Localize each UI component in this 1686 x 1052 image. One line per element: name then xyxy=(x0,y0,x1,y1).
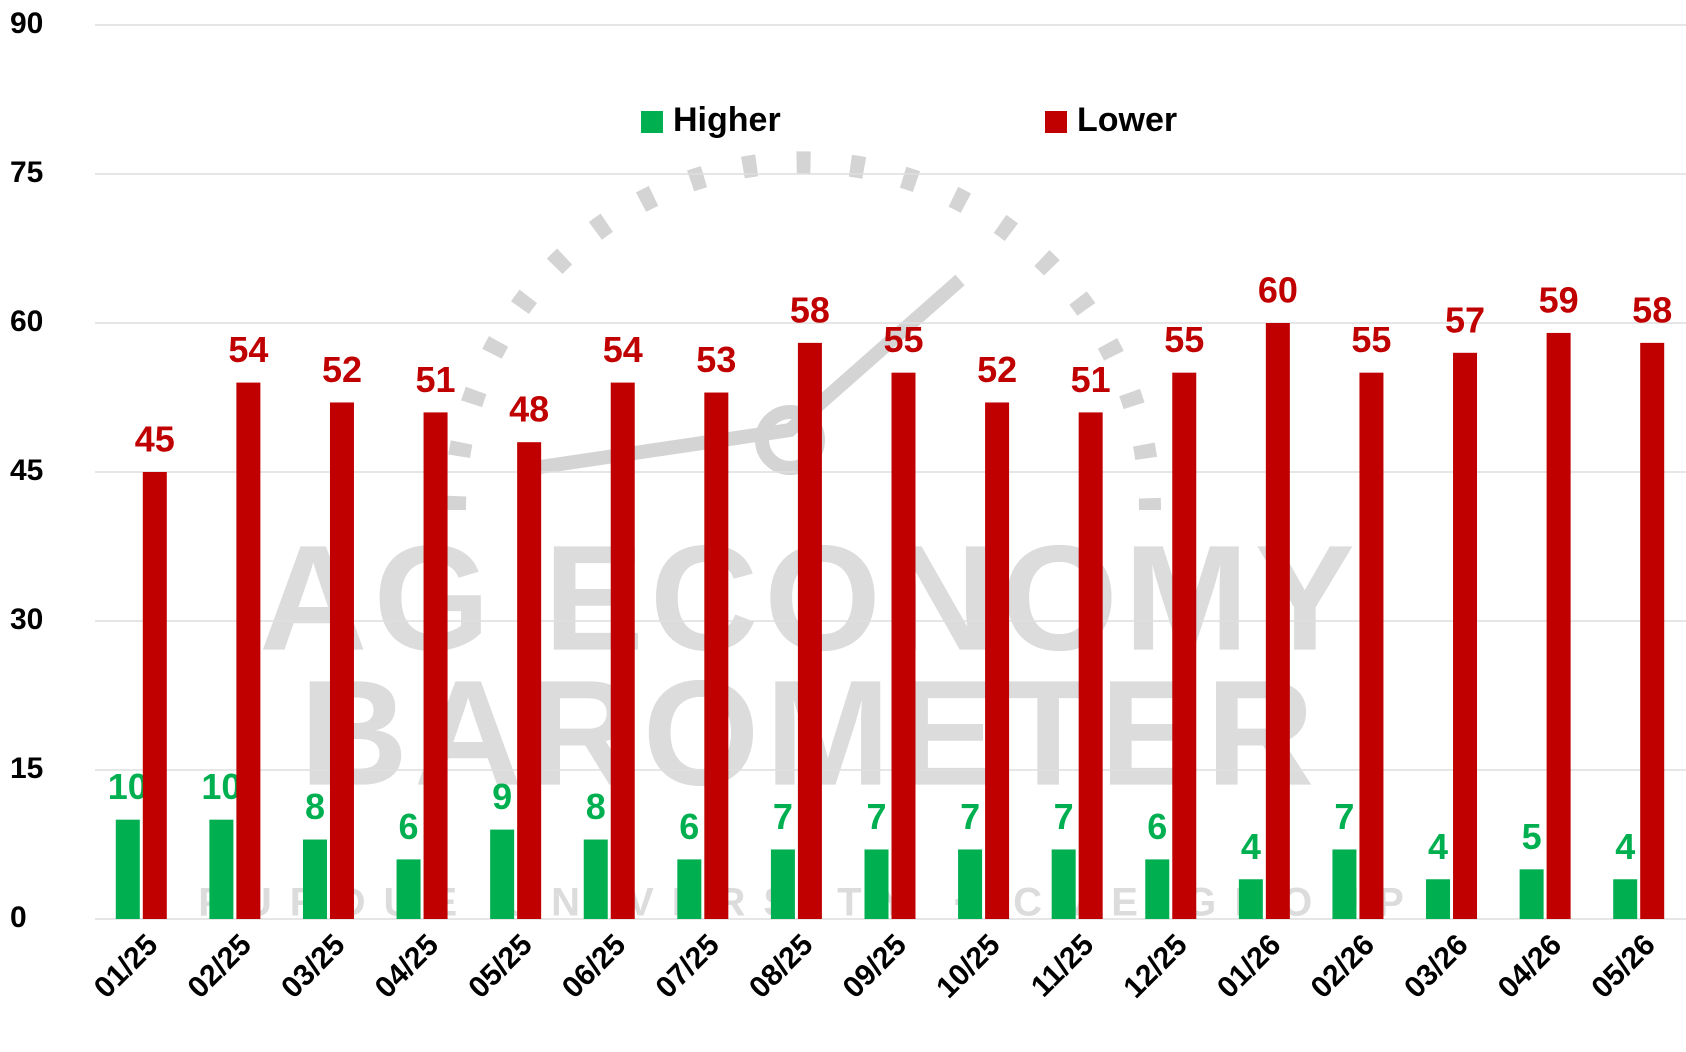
data-label: 9 xyxy=(492,776,512,817)
x-tick-label: 06/25 xyxy=(556,928,632,1004)
x-tick-label: 05/25 xyxy=(462,928,538,1004)
bar xyxy=(704,392,729,919)
bar xyxy=(770,849,795,919)
bar xyxy=(1546,332,1571,919)
data-label: 4 xyxy=(1428,826,1448,867)
legend-swatch xyxy=(1045,111,1067,133)
data-label: 52 xyxy=(977,349,1017,390)
bar xyxy=(236,382,261,920)
bar xyxy=(1640,342,1665,919)
data-label: 51 xyxy=(1071,359,1111,400)
data-label: 53 xyxy=(696,339,736,380)
x-tick-label: 02/25 xyxy=(182,928,258,1004)
x-tick-label: 09/25 xyxy=(837,928,913,1004)
x-tick-label: 03/25 xyxy=(275,928,351,1004)
bar xyxy=(1145,859,1170,919)
x-tick-label: 03/26 xyxy=(1398,928,1474,1004)
data-label: 5 xyxy=(1522,816,1542,857)
bar xyxy=(329,402,354,919)
y-tick-label: 15 xyxy=(10,752,43,785)
bar xyxy=(864,849,889,919)
bar xyxy=(797,342,822,919)
legend-label: Higher xyxy=(673,101,781,139)
x-tick-label: 05/26 xyxy=(1585,928,1661,1004)
legend-label: Lower xyxy=(1077,101,1177,139)
x-tick-label: 02/26 xyxy=(1305,928,1381,1004)
data-label: 55 xyxy=(883,319,923,360)
bar xyxy=(583,839,608,919)
data-label: 10 xyxy=(201,766,241,807)
y-tick-label: 0 xyxy=(10,901,27,934)
bar xyxy=(1613,879,1638,919)
x-tick-label: 12/25 xyxy=(1117,928,1193,1004)
y-tick-label: 60 xyxy=(10,305,43,338)
bar xyxy=(142,472,167,919)
x-tick-label: 11/25 xyxy=(1025,928,1100,1003)
bar xyxy=(490,829,515,919)
x-tick-label: 08/25 xyxy=(743,928,819,1004)
data-label: 58 xyxy=(1632,289,1672,330)
x-tick-label: 04/26 xyxy=(1492,928,1568,1004)
bar xyxy=(677,859,702,919)
y-tick-label: 45 xyxy=(10,454,43,487)
bar xyxy=(1238,879,1263,919)
bar xyxy=(1172,372,1197,920)
data-label: 6 xyxy=(679,806,699,847)
data-label: 59 xyxy=(1539,279,1579,320)
data-label: 7 xyxy=(866,796,886,837)
bar xyxy=(1051,849,1076,919)
data-label: 58 xyxy=(790,289,830,330)
data-label: 8 xyxy=(305,786,325,827)
bar xyxy=(891,372,916,920)
x-tick-label: 04/25 xyxy=(369,928,445,1004)
data-label: 57 xyxy=(1445,299,1485,340)
data-label: 6 xyxy=(399,806,419,847)
data-label: 7 xyxy=(960,796,980,837)
data-label: 51 xyxy=(416,359,456,400)
data-label: 60 xyxy=(1258,270,1298,311)
bar xyxy=(610,382,635,920)
data-label: 4 xyxy=(1615,826,1635,867)
data-label: 54 xyxy=(228,329,268,370)
bar xyxy=(958,849,983,919)
x-tick-label: 10/25 xyxy=(930,928,1006,1004)
bar xyxy=(115,819,140,919)
data-label: 55 xyxy=(1164,319,1204,360)
x-tick-label: 01/25 xyxy=(88,928,164,1004)
data-label: 6 xyxy=(1147,806,1167,847)
bar xyxy=(1078,412,1103,919)
data-label: 54 xyxy=(603,329,643,370)
data-label: 4 xyxy=(1241,826,1261,867)
y-tick-label: 90 xyxy=(10,7,43,40)
data-label: 7 xyxy=(773,796,793,837)
bar xyxy=(396,859,421,919)
bar xyxy=(517,442,542,919)
data-label: 7 xyxy=(1334,796,1354,837)
bar xyxy=(1453,352,1478,919)
bar xyxy=(1332,849,1357,919)
bar xyxy=(1519,869,1544,919)
data-label: 55 xyxy=(1351,319,1391,360)
bar xyxy=(1359,372,1384,920)
data-label: 7 xyxy=(1054,796,1074,837)
legend-swatch xyxy=(641,111,663,133)
data-label: 52 xyxy=(322,349,362,390)
bar xyxy=(1426,879,1451,919)
x-tick-label: 01/26 xyxy=(1211,928,1287,1004)
bar xyxy=(209,819,234,919)
y-tick-label: 75 xyxy=(10,156,43,189)
bar xyxy=(302,839,327,919)
data-label: 8 xyxy=(586,786,606,827)
x-tick-label: 07/25 xyxy=(649,928,725,1004)
bar xyxy=(985,402,1010,919)
bar xyxy=(423,412,448,919)
y-tick-label: 30 xyxy=(10,603,43,636)
data-label: 48 xyxy=(509,389,549,430)
bar xyxy=(1265,323,1290,919)
data-label: 10 xyxy=(108,766,148,807)
data-label: 45 xyxy=(135,419,175,460)
